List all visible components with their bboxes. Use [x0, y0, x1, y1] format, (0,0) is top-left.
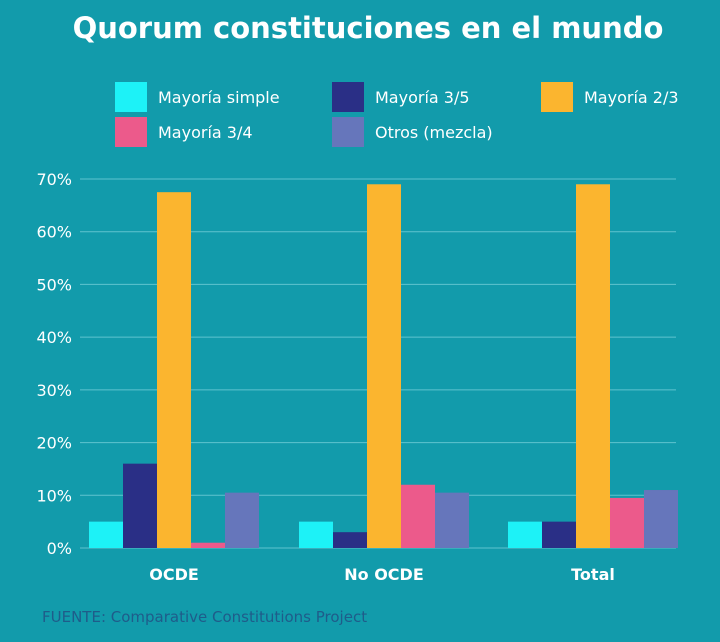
y-tick-label: 0% — [47, 539, 72, 558]
bar — [576, 184, 610, 548]
legend-item: Mayoría 2/3 — [541, 82, 679, 112]
y-tick-label: 70% — [36, 170, 72, 189]
x-tick-label: No OCDE — [344, 565, 424, 584]
y-tick-label: 10% — [36, 486, 72, 505]
x-tick-label: OCDE — [149, 565, 199, 584]
bars — [89, 184, 678, 548]
chart-title: Quorum constituciones en el mundo — [73, 11, 664, 45]
y-tick-label: 60% — [36, 223, 72, 242]
legend-item: Otros (mezcla) — [332, 117, 493, 147]
legend-label: Mayoría simple — [158, 88, 280, 107]
bar-group — [508, 184, 678, 548]
legend-swatch — [332, 117, 364, 147]
legend-swatch — [332, 82, 364, 112]
legend: Mayoría simple Mayoría 3/5 Mayoría 2/3 Mayo… — [115, 82, 679, 147]
bar — [333, 532, 367, 548]
legend-label: Mayoría 2/3 — [584, 88, 679, 107]
bar — [89, 521, 123, 548]
y-tick-label: 50% — [36, 275, 72, 294]
legend-item: Mayoría 3/4 — [115, 117, 253, 147]
bar — [644, 490, 678, 548]
x-tick-label: Total — [571, 565, 615, 584]
bar — [225, 492, 259, 548]
y-tick-label: 40% — [36, 328, 72, 347]
bar — [191, 542, 225, 548]
y-axis: 0% 10% 20% 30% 40% 50% 60% 70% — [36, 170, 72, 558]
bar — [542, 521, 576, 548]
legend-swatch — [541, 82, 573, 112]
bar — [299, 521, 333, 548]
legend-label: Otros (mezcla) — [375, 123, 493, 142]
bar — [508, 521, 542, 548]
legend-label: Mayoría 3/4 — [158, 123, 253, 142]
legend-swatch — [115, 117, 147, 147]
x-axis: OCDE No OCDE Total — [149, 565, 615, 584]
y-tick-label: 20% — [36, 434, 72, 453]
bar-group — [299, 184, 469, 548]
bar — [610, 497, 644, 548]
bar — [401, 484, 435, 548]
legend-item: Mayoría 3/5 — [332, 82, 470, 112]
bar — [123, 463, 157, 548]
legend-item: Mayoría simple — [115, 82, 280, 112]
bar — [367, 184, 401, 548]
bar — [157, 192, 191, 548]
bar-group — [89, 192, 259, 548]
bar — [435, 492, 469, 548]
y-tick-label: 30% — [36, 381, 72, 400]
legend-swatch — [115, 82, 147, 112]
legend-label: Mayoría 3/5 — [375, 88, 470, 107]
source-note: FUENTE: Comparative Constitutions Projec… — [42, 608, 367, 626]
